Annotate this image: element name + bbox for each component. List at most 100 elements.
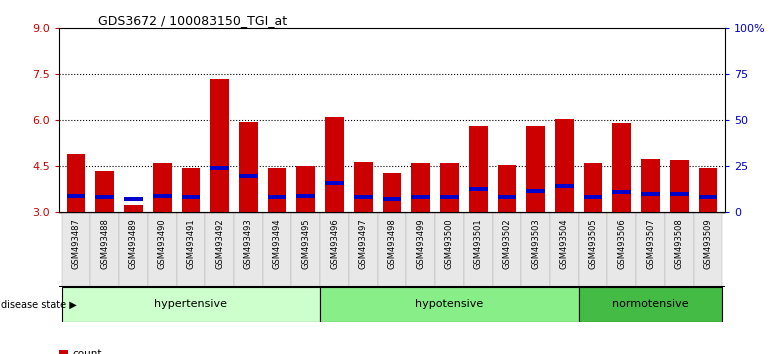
Bar bbox=[526, 189, 545, 193]
Bar bbox=[67, 194, 85, 198]
Bar bbox=[349, 212, 378, 287]
Bar bbox=[182, 195, 200, 199]
Text: GSM493499: GSM493499 bbox=[416, 218, 425, 269]
Bar bbox=[148, 212, 176, 287]
Text: GSM493495: GSM493495 bbox=[301, 218, 310, 269]
Text: GSM493490: GSM493490 bbox=[158, 218, 167, 269]
Text: GSM493500: GSM493500 bbox=[445, 218, 454, 269]
Text: GSM493488: GSM493488 bbox=[100, 218, 109, 269]
Bar bbox=[579, 287, 722, 322]
Bar bbox=[636, 212, 665, 287]
Bar bbox=[670, 160, 688, 212]
Bar bbox=[239, 173, 258, 178]
Bar bbox=[96, 195, 114, 199]
Text: GSM493508: GSM493508 bbox=[675, 218, 684, 269]
Bar bbox=[440, 163, 459, 212]
Bar bbox=[440, 195, 459, 199]
Text: GSM493502: GSM493502 bbox=[503, 218, 511, 269]
Text: GDS3672 / 100083150_TGI_at: GDS3672 / 100083150_TGI_at bbox=[98, 14, 287, 27]
Bar bbox=[435, 212, 464, 287]
Bar bbox=[641, 192, 660, 196]
Text: GSM493492: GSM493492 bbox=[215, 218, 224, 269]
Bar bbox=[153, 194, 172, 198]
Bar bbox=[176, 212, 205, 287]
Bar bbox=[296, 166, 315, 212]
Bar bbox=[555, 119, 574, 212]
Bar bbox=[694, 212, 722, 287]
Bar bbox=[210, 166, 229, 170]
Bar bbox=[234, 212, 263, 287]
Bar bbox=[469, 187, 488, 192]
Bar bbox=[612, 190, 631, 194]
Bar bbox=[579, 212, 608, 287]
Bar bbox=[498, 195, 516, 199]
Text: GSM493503: GSM493503 bbox=[531, 218, 540, 269]
Text: GSM493489: GSM493489 bbox=[129, 218, 138, 269]
Text: hypertensive: hypertensive bbox=[154, 299, 227, 309]
Text: GSM493487: GSM493487 bbox=[71, 218, 81, 269]
Bar bbox=[469, 126, 488, 212]
Bar bbox=[412, 163, 430, 212]
Bar bbox=[320, 212, 349, 287]
Bar bbox=[412, 195, 430, 199]
Bar bbox=[464, 212, 492, 287]
Bar bbox=[584, 195, 602, 199]
Bar bbox=[268, 168, 286, 212]
Bar bbox=[90, 212, 119, 287]
Bar bbox=[699, 168, 717, 212]
Text: GSM493504: GSM493504 bbox=[560, 218, 569, 269]
Bar bbox=[119, 212, 148, 287]
Bar bbox=[263, 212, 292, 287]
Bar bbox=[670, 192, 688, 196]
Bar bbox=[96, 171, 114, 212]
Bar bbox=[665, 212, 694, 287]
Text: GSM493509: GSM493509 bbox=[703, 218, 713, 269]
Bar bbox=[62, 287, 320, 322]
Text: GSM493507: GSM493507 bbox=[646, 218, 655, 269]
Bar bbox=[325, 181, 344, 185]
Bar bbox=[182, 168, 200, 212]
Bar bbox=[320, 287, 579, 322]
Bar bbox=[383, 196, 401, 201]
Bar bbox=[124, 196, 143, 201]
Bar bbox=[383, 172, 401, 212]
Bar bbox=[296, 194, 315, 198]
Bar bbox=[354, 162, 372, 212]
Bar bbox=[641, 159, 660, 212]
Text: hypotensive: hypotensive bbox=[416, 299, 484, 309]
Bar bbox=[239, 122, 258, 212]
Bar bbox=[492, 212, 521, 287]
Text: GSM493498: GSM493498 bbox=[387, 218, 397, 269]
Bar bbox=[124, 205, 143, 212]
Bar bbox=[526, 126, 545, 212]
Text: GSM493491: GSM493491 bbox=[187, 218, 195, 269]
Bar bbox=[406, 212, 435, 287]
Text: GSM493506: GSM493506 bbox=[617, 218, 626, 269]
Bar bbox=[354, 195, 372, 199]
Bar bbox=[555, 184, 574, 188]
Bar bbox=[612, 124, 631, 212]
Text: GSM493497: GSM493497 bbox=[359, 218, 368, 269]
Bar bbox=[608, 212, 636, 287]
Bar bbox=[498, 165, 516, 212]
Bar bbox=[268, 195, 286, 199]
Bar bbox=[325, 117, 344, 212]
Text: GSM493494: GSM493494 bbox=[273, 218, 281, 269]
Text: GSM493496: GSM493496 bbox=[330, 218, 339, 269]
Bar bbox=[584, 163, 602, 212]
Bar bbox=[550, 212, 579, 287]
Text: disease state ▶: disease state ▶ bbox=[1, 299, 77, 309]
Text: GSM493505: GSM493505 bbox=[589, 218, 597, 269]
Bar bbox=[378, 212, 406, 287]
Bar bbox=[210, 79, 229, 212]
Bar bbox=[292, 212, 320, 287]
Bar bbox=[205, 212, 234, 287]
Text: GSM493493: GSM493493 bbox=[244, 218, 253, 269]
Bar bbox=[62, 212, 90, 287]
Bar bbox=[521, 212, 550, 287]
Text: GSM493501: GSM493501 bbox=[474, 218, 483, 269]
Text: normotensive: normotensive bbox=[612, 299, 689, 309]
Bar bbox=[153, 163, 172, 212]
Text: count: count bbox=[72, 349, 102, 354]
Bar bbox=[67, 154, 85, 212]
